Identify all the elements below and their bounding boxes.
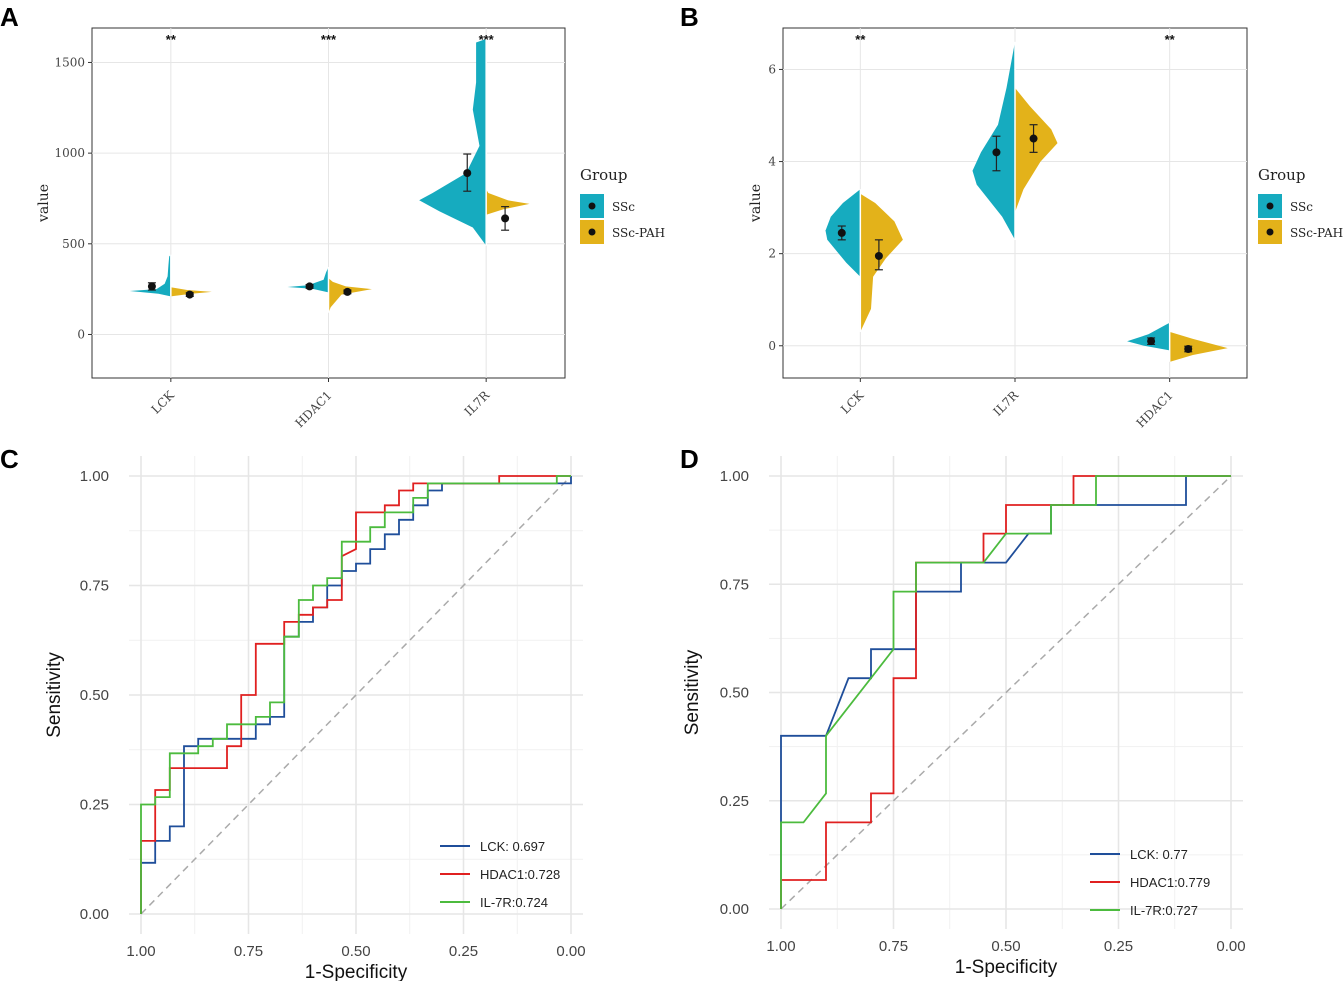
x-tick-label: LCK bbox=[149, 387, 178, 416]
mean-point bbox=[343, 287, 352, 296]
legend-label: HDAC1:0.728 bbox=[480, 867, 560, 882]
y-axis-label: value bbox=[36, 184, 52, 223]
legend-label: SSc-PAH bbox=[612, 226, 665, 240]
panel-label-d: D bbox=[680, 444, 699, 474]
legend-label: SSc-PAH bbox=[1290, 226, 1343, 240]
x-axis-label: 1-Specificity bbox=[955, 957, 1058, 978]
mean-point bbox=[147, 282, 156, 291]
roc-curve-il-7r bbox=[780, 475, 1231, 909]
mean-point bbox=[501, 214, 510, 223]
y-tick-label: 500 bbox=[62, 237, 85, 251]
significance-label: ** bbox=[855, 32, 866, 47]
legend-marker bbox=[1266, 202, 1274, 210]
x-tick-label: 0.25 bbox=[449, 943, 478, 960]
y-tick-label: 0.50 bbox=[80, 687, 109, 704]
mean-point bbox=[992, 148, 1001, 157]
x-tick-label: 0.25 bbox=[1104, 938, 1133, 955]
legend-label: IL-7R:0.727 bbox=[1130, 903, 1198, 918]
x-tick-label: 0.50 bbox=[991, 938, 1020, 955]
legend-label: HDAC1:0.779 bbox=[1130, 875, 1210, 890]
y-tick-label: 4 bbox=[768, 155, 776, 169]
y-tick-label: 0.75 bbox=[720, 576, 749, 593]
mean-point bbox=[185, 290, 194, 299]
legend-marker bbox=[588, 228, 596, 236]
legend-title: Group bbox=[580, 166, 627, 184]
x-tick-label: 1.00 bbox=[126, 943, 155, 960]
violin-half-ssc-pah bbox=[328, 278, 372, 313]
violin-half-ssc-pah bbox=[486, 189, 530, 215]
x-tick-label: HDAC1 bbox=[1134, 388, 1176, 430]
panel-label-c: C bbox=[0, 444, 19, 474]
y-tick-label: 0 bbox=[77, 327, 85, 341]
significance-label: ** bbox=[166, 32, 177, 47]
legend-title: Group bbox=[1258, 166, 1305, 184]
x-tick-label: 0.75 bbox=[234, 943, 263, 960]
y-tick-label: 0.00 bbox=[720, 901, 749, 918]
y-tick-label: 1.00 bbox=[80, 468, 109, 485]
mean-point bbox=[837, 228, 846, 237]
x-tick-label: 0.75 bbox=[879, 938, 908, 955]
x-tick-label: IL7R bbox=[462, 388, 493, 419]
violin-half-ssc-pah bbox=[1015, 87, 1058, 213]
mean-point bbox=[1029, 134, 1038, 143]
violin-chart-b: 0 2 4 6 LCK IL7R HDAC1 ** ** value Group SSc SSc-PAH bbox=[748, 27, 1343, 430]
x-tick-label: 1.00 bbox=[766, 938, 795, 955]
violin-half-ssc bbox=[1127, 322, 1170, 351]
roc-chart-c: 1.00 0.75 0.50 0.25 0.00 0.00 0.25 0.50 0.75 1.00… bbox=[44, 456, 586, 981]
y-axis-label: Sensitivity bbox=[44, 652, 65, 738]
mean-point bbox=[1147, 337, 1156, 346]
x-tick-label: 0.00 bbox=[1216, 938, 1245, 955]
x-tick-label: HDAC1 bbox=[292, 388, 334, 430]
y-tick-label: 0.50 bbox=[720, 685, 749, 702]
legend-label: LCK: 0.697 bbox=[480, 839, 545, 854]
x-tick-label: LCK bbox=[838, 387, 867, 416]
violin-half-ssc bbox=[972, 41, 1015, 240]
y-axis-label: value bbox=[748, 184, 764, 223]
panel-label-a: A bbox=[0, 2, 19, 32]
y-tick-label: 2 bbox=[768, 247, 776, 261]
x-tick-label: 0.00 bbox=[556, 943, 585, 960]
legend-marker bbox=[1266, 228, 1274, 236]
y-tick-label: 0 bbox=[768, 339, 776, 353]
mean-point bbox=[463, 169, 472, 178]
roc-curve-il-7r bbox=[140, 475, 571, 914]
y-tick-label: 6 bbox=[768, 62, 776, 76]
x-tick-label: 0.50 bbox=[341, 943, 370, 960]
legend-label: LCK: 0.77 bbox=[1130, 847, 1188, 862]
x-axis-label: 1-Specificity bbox=[305, 962, 408, 981]
legend-marker bbox=[588, 202, 596, 210]
panel-label-b: B bbox=[680, 2, 699, 32]
roc-curve-hdac1 bbox=[780, 475, 1231, 909]
y-tick-label: 0.00 bbox=[80, 906, 109, 923]
significance-label: ** bbox=[1165, 32, 1176, 47]
significance-label: *** bbox=[479, 32, 495, 47]
legend-label: SSc bbox=[1290, 200, 1313, 214]
legend-label: SSc bbox=[612, 200, 635, 214]
x-tick-label: IL7R bbox=[990, 388, 1021, 419]
significance-label: *** bbox=[321, 32, 337, 47]
y-tick-label: 0.25 bbox=[720, 793, 749, 810]
mean-point bbox=[1184, 344, 1193, 353]
y-tick-label: 0.75 bbox=[80, 578, 109, 595]
y-axis-label: Sensitivity bbox=[682, 649, 703, 735]
legend-label: IL-7R:0.724 bbox=[480, 895, 548, 910]
violin-half-ssc-pah bbox=[1169, 331, 1228, 362]
violin-half-ssc bbox=[419, 38, 487, 246]
y-tick-label: 1000 bbox=[54, 146, 85, 160]
y-tick-label: 1500 bbox=[54, 55, 85, 69]
violin-half-ssc-pah bbox=[860, 193, 903, 332]
reference-diagonal bbox=[140, 475, 572, 915]
y-tick-label: 1.00 bbox=[720, 468, 749, 485]
violin-half-ssc bbox=[287, 267, 329, 293]
y-tick-label: 0.25 bbox=[80, 797, 109, 814]
mean-point bbox=[874, 251, 883, 260]
mean-point bbox=[305, 282, 314, 291]
roc-curve-hdac1 bbox=[140, 475, 571, 914]
roc-chart-d: 1.00 0.75 0.50 0.25 0.00 0.00 0.25 0.50 0.75 1.00… bbox=[682, 456, 1246, 978]
violin-half-ssc bbox=[129, 254, 171, 297]
reference-diagonal bbox=[780, 475, 1232, 910]
